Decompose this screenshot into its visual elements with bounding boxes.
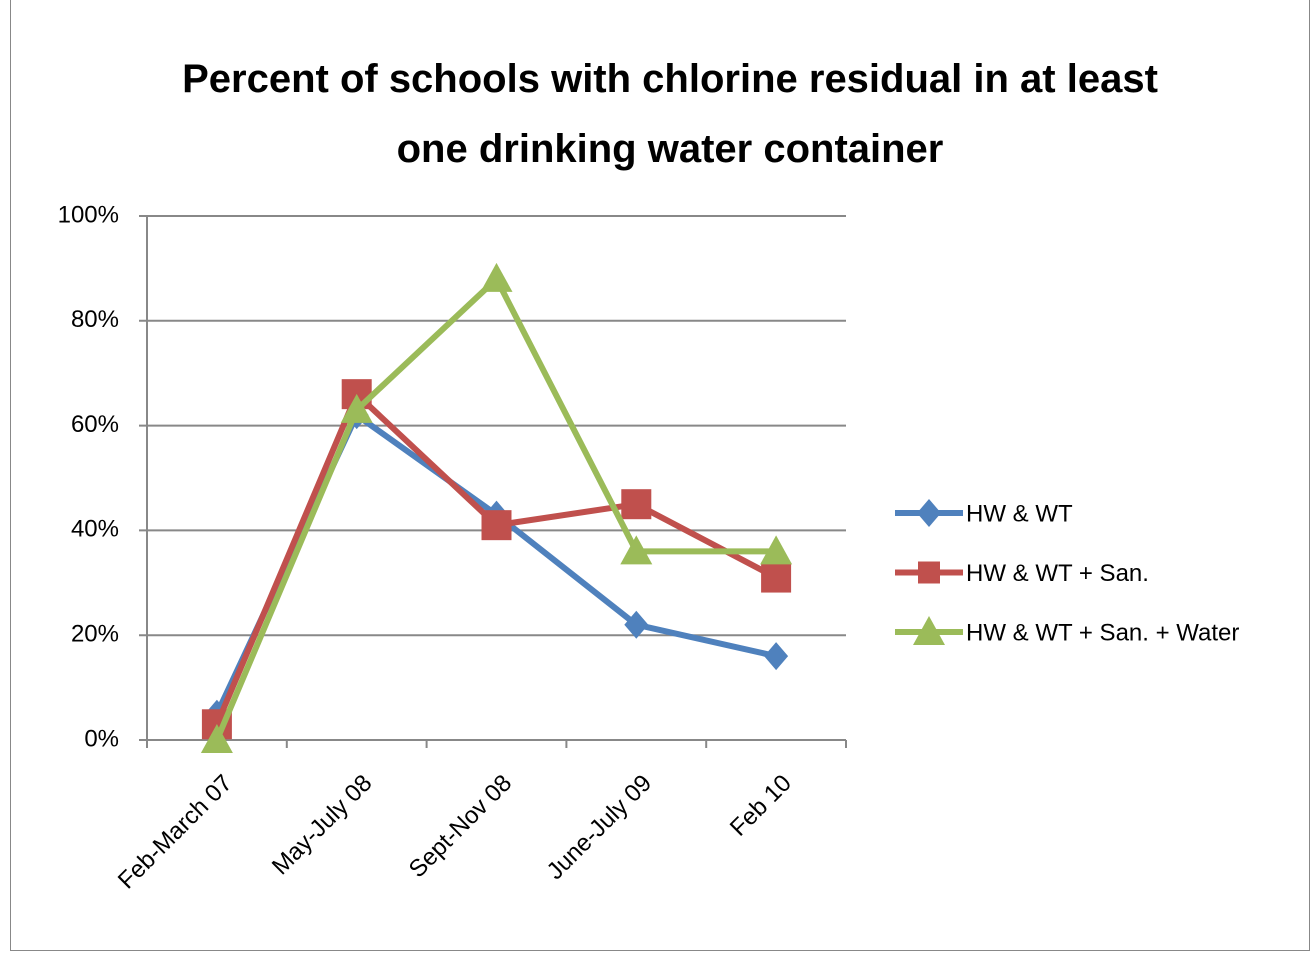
chart-title: Percent of schools with chlorine residua… bbox=[182, 57, 1158, 171]
legend-label: HW & WT + San. bbox=[966, 560, 1149, 587]
x-tick-label: Feb 10 bbox=[725, 770, 797, 842]
marker bbox=[480, 262, 513, 292]
x-tick-label: Sept-Nov 08 bbox=[404, 770, 517, 883]
series-line bbox=[214, 412, 777, 716]
y-tick-label: 40% bbox=[71, 516, 119, 543]
legend-label: HW & WT bbox=[966, 500, 1073, 527]
marker bbox=[624, 610, 649, 639]
y-tick-label: 80% bbox=[71, 306, 119, 333]
marker bbox=[764, 642, 789, 671]
x-tick-label: May-July 08 bbox=[267, 770, 378, 881]
x-tick-label: Feb-March 07 bbox=[113, 770, 238, 895]
legend-marker bbox=[918, 561, 940, 584]
marker bbox=[761, 562, 792, 593]
marker bbox=[760, 535, 793, 565]
marker bbox=[340, 393, 373, 423]
legend-marker bbox=[917, 499, 941, 527]
y-tick-label: 0% bbox=[84, 725, 119, 752]
y-tick-label: 100% bbox=[58, 201, 119, 228]
legend-label: HW & WT + San. + Water bbox=[966, 619, 1239, 646]
chart-frame bbox=[10, 0, 1310, 951]
x-tick-label: June-July 09 bbox=[542, 770, 657, 885]
y-tick-label: 20% bbox=[71, 621, 119, 648]
marker bbox=[621, 489, 652, 520]
y-tick-label: 60% bbox=[71, 411, 119, 438]
legend-marker bbox=[913, 616, 945, 645]
marker bbox=[481, 510, 512, 541]
marker bbox=[200, 724, 233, 753]
series-line bbox=[214, 391, 778, 726]
marker bbox=[620, 535, 653, 565]
